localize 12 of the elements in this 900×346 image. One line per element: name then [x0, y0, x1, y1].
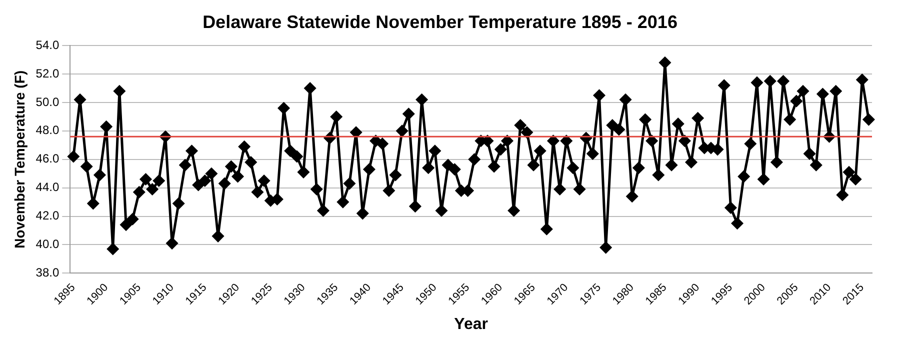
y-tick-label: 50.0 [36, 94, 60, 109]
y-tick-label: 40.0 [36, 237, 60, 252]
y-tick-label: 54.0 [36, 38, 60, 52]
y-tick-label: 48.0 [36, 123, 60, 138]
chart-title: Delaware Statewide November Temperature 1895 - 2016 [202, 12, 678, 32]
y-tick-label: 42.0 [36, 208, 60, 223]
x-axis-title: Year [454, 316, 488, 333]
y-axis-title: November Temperature (F) [11, 70, 28, 248]
y-tick-label: 44.0 [36, 180, 60, 194]
y-tick-label: 52.0 [36, 66, 60, 80]
y-tick-label: 38.0 [36, 265, 60, 280]
y-tick-label: 46.0 [36, 152, 60, 166]
